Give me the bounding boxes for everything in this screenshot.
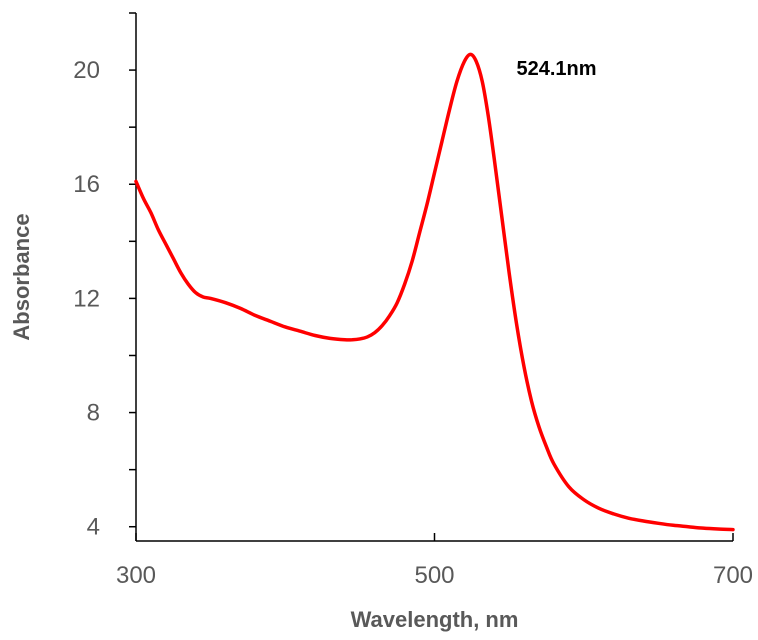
y-tick-label: 20: [73, 57, 100, 84]
axes: [135, 13, 733, 542]
y-tick-label: 8: [87, 400, 100, 427]
x-axis-title: Wavelength, nm: [351, 607, 519, 632]
y-tick-label: 12: [73, 285, 100, 312]
x-tick-label: 300: [116, 562, 156, 589]
absorbance-series-line: [134, 52, 735, 532]
y-axis-title: Absorbance: [9, 213, 34, 340]
peak-annotation: 524.1nm: [516, 58, 596, 80]
y-tick-label: 16: [73, 171, 100, 198]
y-ticks: 4 8 12 16 20: [73, 12, 136, 541]
y-tick-label: 4: [87, 514, 100, 541]
x-tick-label: 700: [713, 562, 753, 589]
x-tick-label: 500: [414, 562, 454, 589]
plot-area: [134, 52, 735, 532]
x-ticks: 300 500 700: [116, 533, 753, 589]
